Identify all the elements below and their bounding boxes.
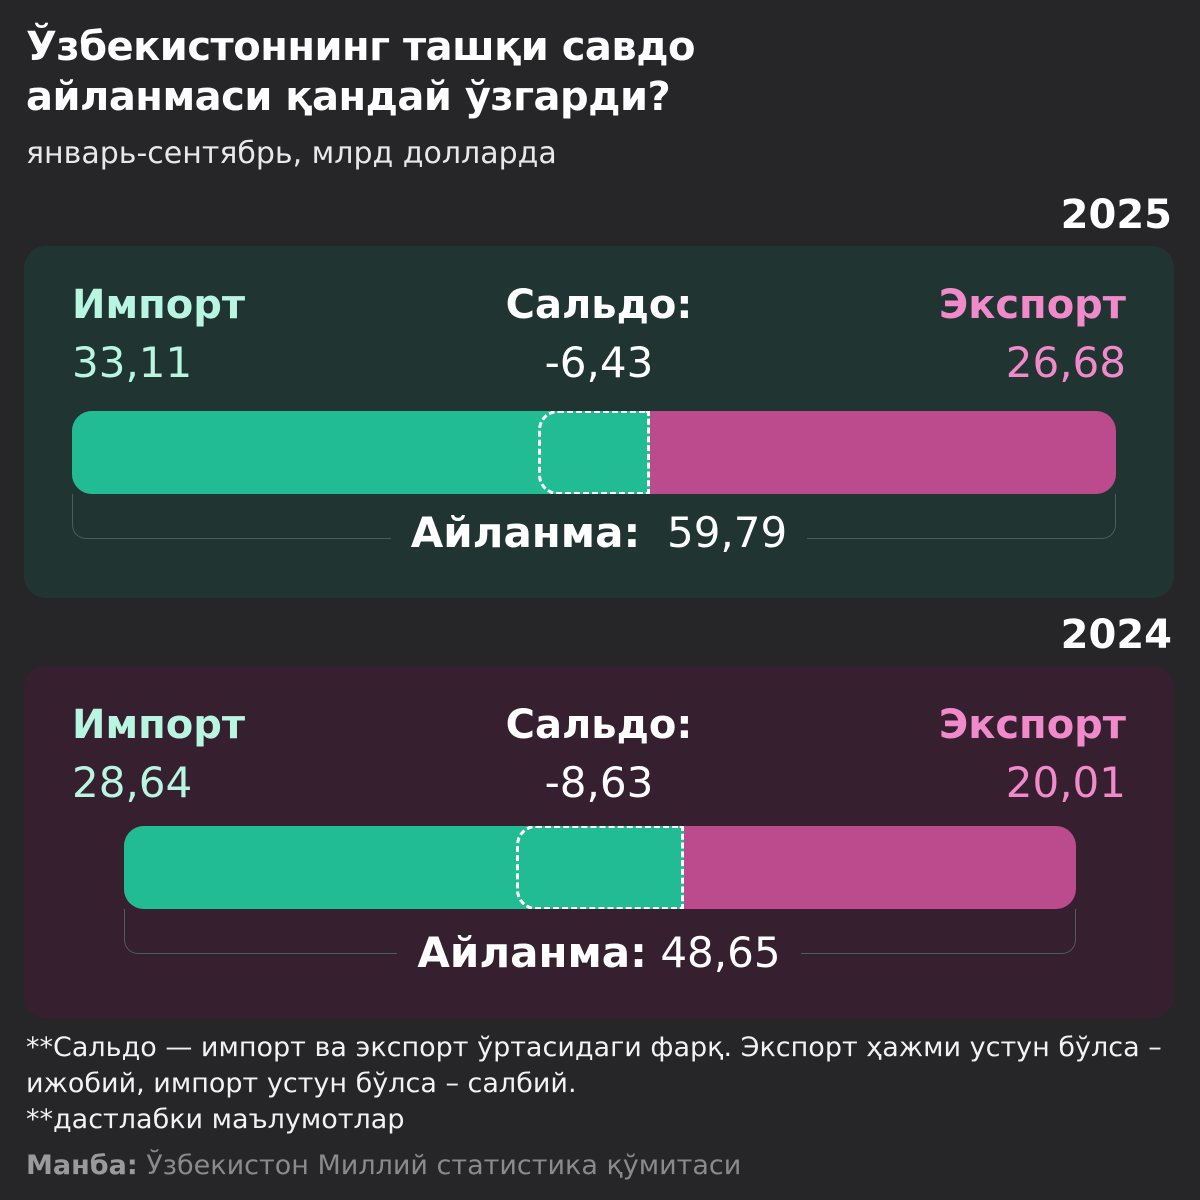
year-label-2025: 2025 — [1060, 192, 1172, 238]
panel-2024: Импорт Сальдо: Экспорт 28,64 -8,63 20,01… — [24, 666, 1174, 1018]
import-label: Импорт — [72, 702, 246, 748]
turnover-label: Айланма: — [417, 928, 647, 977]
export-value: 26,68 — [1005, 338, 1126, 387]
import-label: Импорт — [72, 282, 246, 328]
turnover-value: 48,65 — [660, 928, 781, 977]
chart-subtitle: январь-сентябрь, млрд долларда — [26, 136, 557, 171]
saldo-label: Сальдо: — [505, 282, 693, 328]
saldo-label: Сальдо: — [505, 702, 693, 748]
export-value: 20,01 — [1005, 758, 1126, 807]
import-bar — [124, 826, 685, 909]
year-label-2024: 2024 — [1060, 612, 1172, 658]
import-value: 28,64 — [72, 758, 193, 807]
chart-title: Ўзбекистоннинг ташқи савдо айланмаси қан… — [26, 24, 696, 120]
saldo-box — [537, 411, 651, 494]
turnover-text: Айланма: 48,65 — [24, 928, 1174, 977]
import-value: 33,11 — [72, 338, 193, 387]
saldo-value: -8,63 — [544, 758, 654, 807]
footnotes: **Сальдо — импорт ва экспорт ўртасидаги … — [26, 1030, 1176, 1138]
source-label: Манба: — [26, 1150, 138, 1181]
footnote-saldo: **Сальдо — импорт ва экспорт ўртасидаги … — [26, 1032, 1162, 1099]
turnover-label: Айланма: — [410, 508, 641, 557]
saldo-value: -6,43 — [544, 338, 654, 387]
trade-bar — [72, 411, 1116, 494]
source: Манба: Ўзбекистон Миллий статистика қўми… — [26, 1150, 741, 1181]
turnover-value: 59,79 — [666, 508, 788, 557]
footnote-preliminary: **дастлабки маълумотлар — [26, 1104, 405, 1135]
export-label: Экспорт — [938, 282, 1126, 328]
source-text: Ўзбекистон Миллий статистика қўмитаси — [146, 1150, 742, 1181]
export-label: Экспорт — [938, 702, 1126, 748]
panel-2025: Импорт Сальдо: Экспорт 33,11 -6,43 26,68… — [24, 246, 1174, 598]
trade-bar — [124, 826, 1076, 909]
turnover-text: Айланма: 59,79 — [24, 508, 1174, 557]
saldo-box — [515, 826, 685, 909]
